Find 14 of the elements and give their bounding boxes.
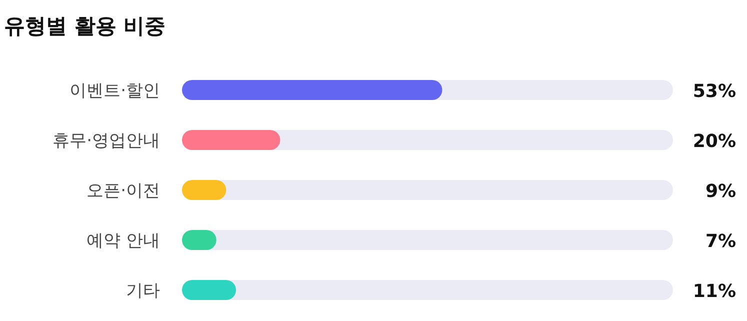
data-label: 11% [692, 281, 736, 302]
y-tick-label: 기타 [126, 281, 160, 301]
y-tick-label: 오픈·이전 [86, 181, 160, 201]
y-tick-label: 휴무·영업안내 [52, 131, 160, 151]
data-label: 53% [692, 81, 736, 102]
data-label: 20% [692, 131, 736, 152]
bar [182, 180, 226, 200]
chart-title: 유형별 활용 비중 [4, 14, 166, 38]
bar [182, 280, 236, 300]
bar [182, 130, 280, 150]
data-label: 9% [705, 181, 736, 202]
y-tick-label: 예약 안내 [86, 231, 160, 251]
data-label: 7% [705, 231, 736, 252]
y-tick-label: 이벤트·할인 [70, 81, 160, 101]
